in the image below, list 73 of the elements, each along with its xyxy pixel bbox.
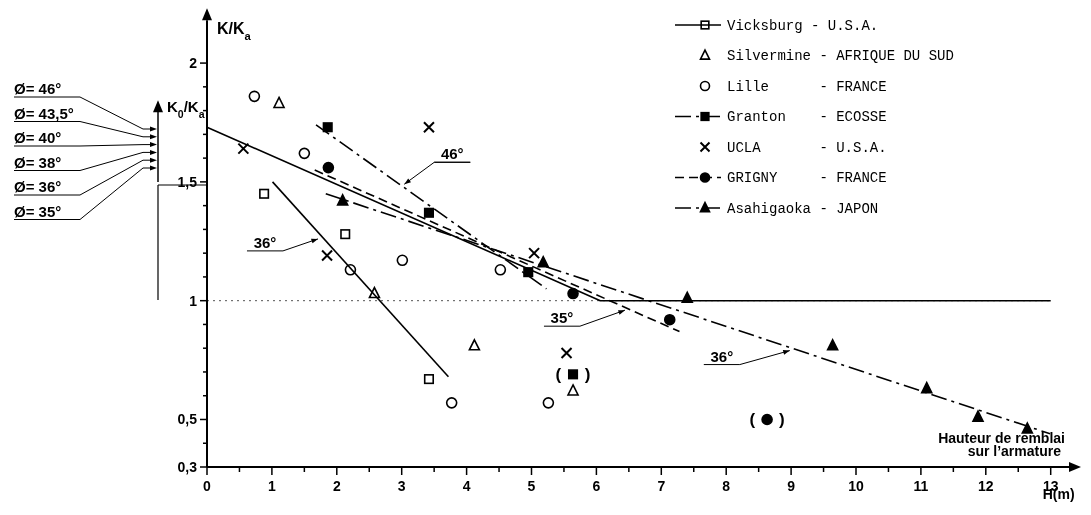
point — [273, 96, 285, 109]
point — [259, 188, 270, 199]
y-tick-label: 0,3 — [177, 458, 198, 475]
y-tick-label: 1,5 — [177, 173, 198, 190]
annotation: ( ) — [555, 365, 591, 385]
x-tick-label: 12 — [978, 478, 994, 494]
x-tick-label: 8 — [722, 478, 731, 494]
text: K$_{0}$/K$_{a}$ — [167, 98, 205, 121]
point — [237, 142, 250, 155]
legend-label: Vicksburg - U.S.A. — [727, 17, 879, 34]
annotation: 36° — [253, 233, 277, 251]
point — [368, 286, 381, 299]
point — [396, 254, 409, 267]
annotation: ( ) — [749, 410, 785, 430]
annotation: 46° — [440, 145, 464, 163]
legend-label: Asahigaoka - JAPON — [727, 200, 879, 217]
x-tick-label: 1 — [268, 478, 276, 494]
point — [344, 263, 357, 276]
point — [920, 381, 933, 394]
text: Ø= 46° — [14, 80, 62, 97]
x-tick-label: 9 — [787, 478, 796, 494]
point — [972, 410, 984, 422]
x-tick-label: 0 — [203, 478, 212, 494]
legend-label: Silvermine - AFRIQUE DU SUD — [727, 48, 954, 65]
point — [321, 249, 334, 262]
x-tick-label: 4 — [462, 478, 471, 494]
text: Ø= 35° — [14, 202, 62, 220]
text: Ø= 36° — [14, 178, 62, 195]
point — [468, 339, 481, 351]
point — [681, 291, 694, 304]
point — [567, 369, 579, 380]
point — [494, 263, 507, 276]
point — [567, 287, 579, 300]
annotation: 35° — [550, 309, 574, 327]
annotation: Hauteur de remblai sur l’armature — [938, 430, 1065, 459]
point — [248, 90, 261, 103]
text: Ø= 40° — [14, 129, 62, 146]
point — [423, 374, 435, 385]
point — [560, 346, 573, 359]
point — [826, 339, 839, 351]
point — [523, 267, 534, 278]
legend-label: GRIGNY - FRANCE — [727, 170, 887, 187]
x-tick-label: 7 — [657, 478, 666, 494]
point — [336, 194, 349, 206]
point — [322, 161, 335, 174]
point — [423, 207, 435, 218]
legend-label: Granton - ECOSSE — [727, 109, 887, 126]
point — [340, 229, 351, 240]
y-tick-label: 1 — [189, 292, 198, 309]
point — [528, 247, 541, 260]
x-tick-label: 3 — [397, 478, 406, 494]
x-tick-label: 6 — [592, 478, 601, 494]
y-tick-label: 2 — [189, 54, 198, 71]
point — [663, 313, 676, 326]
text: Ø= 43,5° — [14, 104, 74, 122]
point — [298, 147, 311, 160]
point — [542, 397, 555, 409]
x-tick-label: 11 — [913, 478, 929, 494]
y-tick-label: 0,5 — [177, 411, 198, 428]
point — [322, 122, 333, 133]
y-axis-title: K/K$_{a}$ — [217, 20, 252, 43]
annotation: 36° — [710, 347, 734, 365]
point — [567, 384, 579, 396]
x-tick-label: 5 — [527, 478, 536, 494]
legend-label: Lille - FRANCE — [727, 78, 887, 95]
text: Ø= 38° — [14, 153, 62, 171]
point — [422, 121, 435, 134]
legend-label: UCLA - U.S.A. — [727, 139, 887, 156]
point — [761, 413, 773, 426]
point — [445, 397, 458, 409]
point — [537, 255, 549, 268]
x-tick-label: 2 — [332, 478, 341, 494]
x-tick-label: 10 — [848, 478, 864, 494]
